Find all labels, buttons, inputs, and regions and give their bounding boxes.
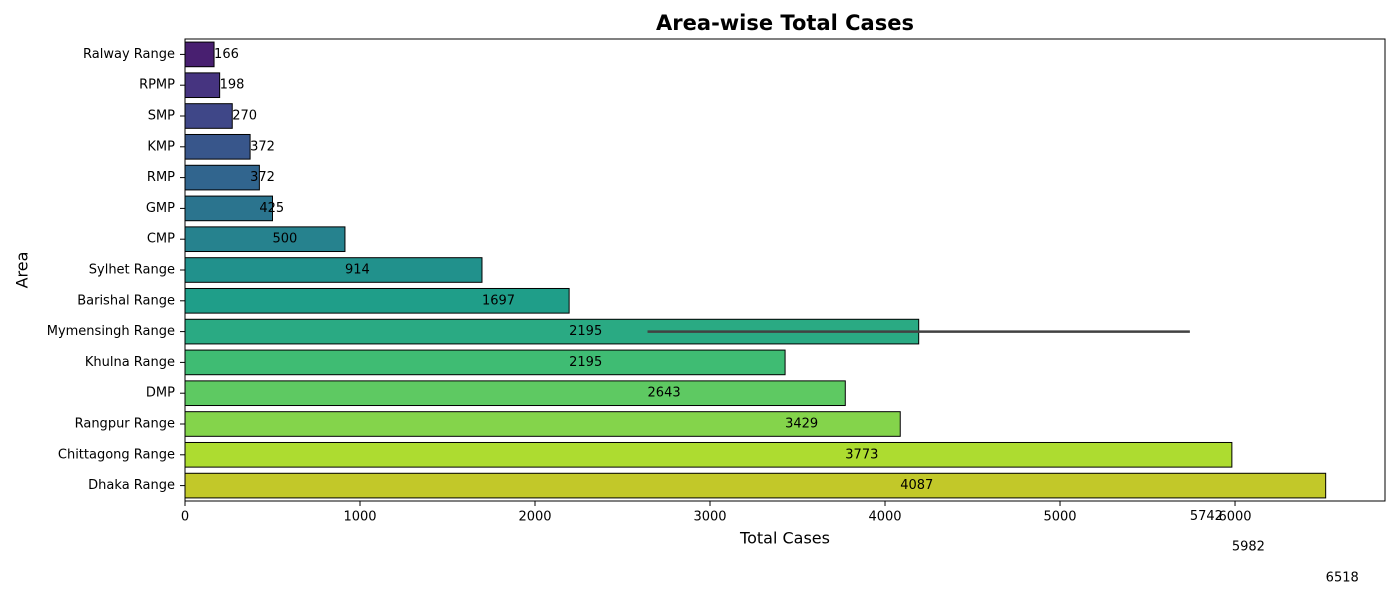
bar-label: 4087 <box>900 478 933 493</box>
bar <box>184 472 1327 499</box>
y-tick-label: Chittagong Range <box>58 447 175 462</box>
bar <box>184 349 786 376</box>
bar-label: 2643 <box>648 386 681 401</box>
bar <box>184 103 233 129</box>
y-tick-label: Sylhet Range <box>89 263 175 278</box>
bar-label: 270 <box>232 109 257 124</box>
bar-label: 3773 <box>845 447 878 462</box>
y-tick-label: DMP <box>146 386 175 401</box>
bar-label: 2195 <box>569 355 602 370</box>
y-tick-label: Khulna Range <box>85 355 175 370</box>
bar <box>184 72 221 99</box>
bar <box>184 133 251 160</box>
x-tick-label: 5000 <box>1043 510 1076 525</box>
bar-label: 425 <box>259 201 284 216</box>
bar <box>184 380 846 407</box>
y-tick-label: RPMP <box>139 78 175 93</box>
bar <box>184 411 901 437</box>
bar <box>184 257 483 283</box>
x-tick-label: 2000 <box>518 510 551 525</box>
y-tick-label: RMP <box>147 170 175 185</box>
bar-label: 500 <box>273 232 298 247</box>
y-tick-label: CMP <box>147 232 175 247</box>
x-axis-label: Total Cases <box>739 529 830 548</box>
x-tick-label: 3000 <box>693 510 726 525</box>
y-tick-label: KMP <box>147 139 175 154</box>
bar-label: 5982 <box>1232 540 1265 555</box>
bar <box>184 287 570 314</box>
bar-label: 6518 <box>1326 571 1359 586</box>
bar <box>184 41 215 68</box>
bar <box>184 441 1233 468</box>
plot-frame <box>184 38 1386 502</box>
bar <box>184 195 274 222</box>
y-tick-label: Mymensingh Range <box>47 324 175 339</box>
bar-label: 5742 <box>1190 509 1223 524</box>
y-axis-label: Area <box>13 252 32 289</box>
bar-label: 1697 <box>482 293 515 308</box>
bar-label: 2195 <box>569 324 602 339</box>
bar-label: 914 <box>345 263 370 278</box>
y-tick-label: SMP <box>148 109 175 124</box>
x-tick-label: 0 <box>181 510 189 525</box>
y-tick-label: Ralway Range <box>83 47 175 62</box>
y-tick-label: Barishal Range <box>77 293 175 308</box>
x-tick-label: 1000 <box>343 510 376 525</box>
bar <box>184 226 346 253</box>
bar-label: 3429 <box>785 417 818 432</box>
bar-label: 166 <box>214 47 239 62</box>
y-tick-label: Dhaka Range <box>88 478 175 493</box>
y-tick-label: Rangpur Range <box>75 417 175 432</box>
bar-label: 372 <box>250 170 275 185</box>
x-tick-label: 6000 <box>1218 510 1251 525</box>
y-tick-label: GMP <box>146 201 175 216</box>
bar-label: 198 <box>220 78 245 93</box>
x-tick-label: 4000 <box>868 510 901 525</box>
chart-title: Area-wise Total Cases <box>656 11 914 35</box>
bar-label: 372 <box>250 139 275 154</box>
bar <box>184 164 260 191</box>
